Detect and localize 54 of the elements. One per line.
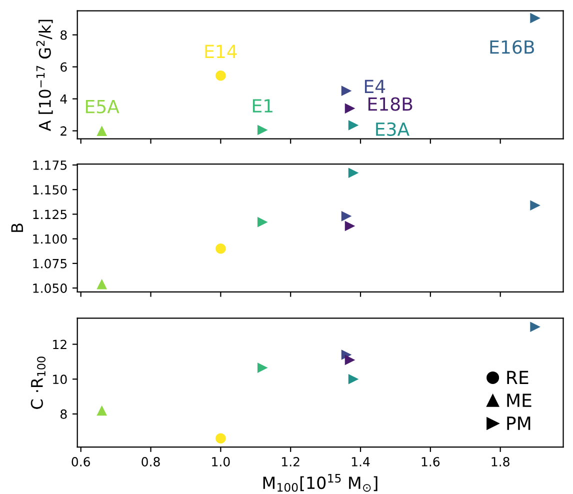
y-tick-label: 4 [60, 94, 67, 104]
point [216, 244, 226, 254]
x-tick-label: 1.0 [212, 457, 230, 466]
y-tick-label: 1.100 [33, 234, 67, 244]
x-tick-label: 1.8 [492, 457, 510, 466]
series-label: E5A [86, 100, 120, 114]
point [341, 211, 352, 222]
point [341, 86, 352, 96]
y-tick-label: 8 [60, 30, 67, 40]
annotation: ME [507, 394, 532, 407]
y-axis-title: A [10$^{−17}$ G$^{2}$/k] [36, 20, 53, 132]
point [257, 216, 268, 228]
point [530, 12, 540, 24]
x-axis-title: M$_{100}$[10$^{15}$ M$_{⊙}$] [263, 474, 378, 492]
point [344, 220, 356, 232]
x-tick-label: 1.2 [282, 457, 300, 466]
x-tick-label: 0.6 [72, 457, 90, 466]
annotation: PM [507, 416, 530, 430]
y-tick-label: 1.125 [33, 210, 67, 220]
point [216, 433, 226, 444]
point [348, 120, 359, 130]
series-label: E3A [376, 122, 410, 136]
point [96, 278, 107, 290]
y-tick-label: 2 [60, 126, 66, 136]
point [530, 200, 540, 210]
y-axis-title: C ·R$_{100}$ [30, 356, 46, 409]
point [348, 374, 359, 384]
point [96, 126, 107, 136]
series-label: E1 [252, 99, 272, 112]
point [216, 70, 226, 81]
y-tick-label: 1.050 [33, 283, 67, 293]
x-tick-label: 0.8 [142, 457, 160, 466]
point [344, 103, 356, 114]
y-tick-label: 12 [53, 340, 66, 350]
point [530, 322, 540, 332]
series-label: E16B [490, 40, 534, 54]
point [348, 168, 359, 178]
y-tick-label: 8 [60, 409, 67, 419]
series-label: E14 [205, 44, 237, 58]
point [257, 124, 268, 136]
annotation: RE [507, 370, 528, 384]
point [257, 362, 268, 373]
series-label: E18B [368, 97, 412, 111]
series-label: E4 [364, 80, 386, 94]
y-tick-label: 1.075 [33, 258, 67, 268]
y-tick-label: 1.175 [33, 160, 67, 170]
x-tick-label: 1.6 [422, 457, 440, 466]
x-tick-label: 1.4 [352, 457, 370, 466]
y-tick-label: 10 [53, 374, 67, 384]
y-tick-label: 6 [60, 62, 67, 72]
point [344, 354, 356, 366]
y-axis-title: B [11, 224, 23, 232]
y-tick-label: 1.150 [33, 185, 67, 195]
point [96, 405, 107, 416]
